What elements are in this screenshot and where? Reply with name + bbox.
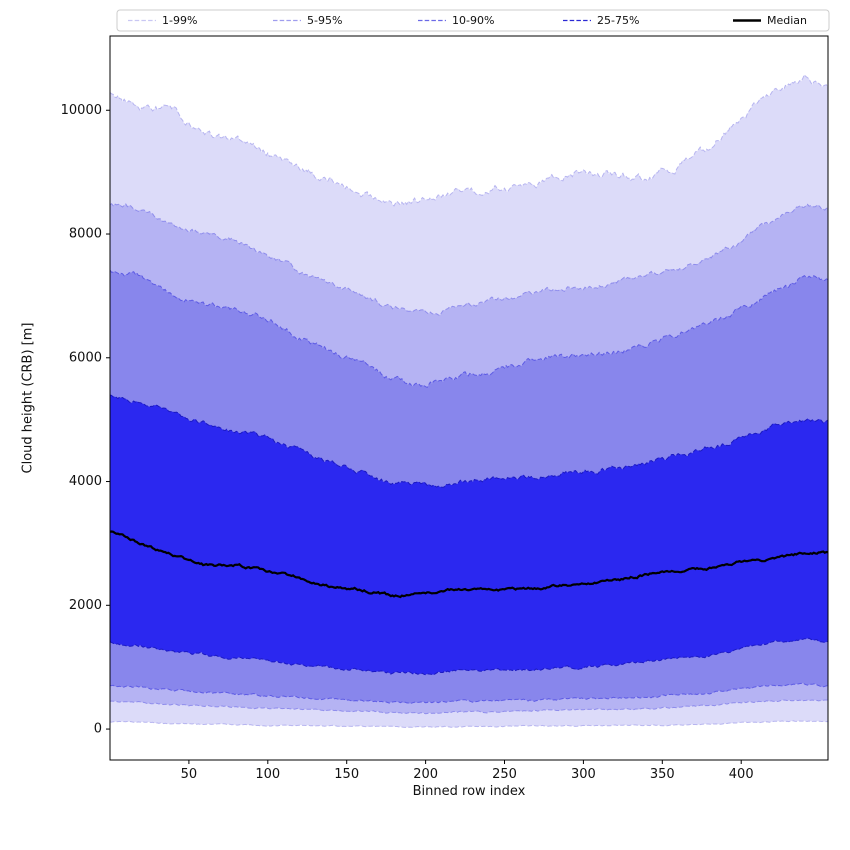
- band-25-75%: [110, 395, 828, 675]
- x-tick-label: 50: [181, 767, 198, 782]
- legend-item-5-95%: 5-95%: [273, 14, 342, 27]
- line-p99: [110, 73, 828, 207]
- x-axis-label: Binned row index: [412, 784, 526, 799]
- y-tick-label: 0: [94, 722, 102, 737]
- legend-label: 1-99%: [162, 14, 197, 27]
- x-tick-label: 350: [650, 767, 675, 782]
- y-tick-label: 4000: [69, 474, 102, 489]
- y-axis-label: Cloud height (CRB) [m]: [20, 322, 36, 474]
- x-tick-label: 250: [492, 767, 517, 782]
- legend: 1-99% 5-95% 10-90% 25-75% Median: [116, 9, 830, 32]
- line-p10: [110, 682, 828, 705]
- y-tick-label: 2000: [69, 598, 102, 613]
- y-tick-label: 6000: [69, 350, 102, 365]
- line-p5: [110, 699, 828, 715]
- line-p75: [110, 394, 828, 488]
- line-median: [110, 530, 828, 599]
- line-p1: [110, 720, 828, 729]
- legend-item-25-75%: 25-75%: [563, 14, 639, 27]
- legend-item-1-99%: 1-99%: [128, 14, 197, 27]
- x-tick-label: 150: [334, 767, 359, 782]
- x-tick-label: 100: [255, 767, 280, 782]
- line-p95: [110, 203, 828, 317]
- x-tick-label: 300: [571, 767, 596, 782]
- line-p25: [110, 637, 828, 676]
- legend-item-10-90%: 10-90%: [418, 14, 494, 27]
- legend-label: 5-95%: [307, 14, 342, 27]
- axes-frame: [109, 35, 829, 761]
- legend-label: 10-90%: [452, 14, 494, 27]
- y-tick-label: 10000: [61, 103, 102, 118]
- y-tick-label: 8000: [69, 227, 102, 242]
- x-tick-label: 400: [729, 767, 754, 782]
- legend-item-Median: Median: [733, 14, 807, 27]
- legend-box: [116, 9, 830, 32]
- x-tick-label: 200: [413, 767, 438, 782]
- line-p90: [110, 269, 828, 389]
- legend-label: 25-75%: [597, 14, 639, 27]
- legend-label: Median: [767, 14, 807, 27]
- plot-area: [110, 73, 828, 729]
